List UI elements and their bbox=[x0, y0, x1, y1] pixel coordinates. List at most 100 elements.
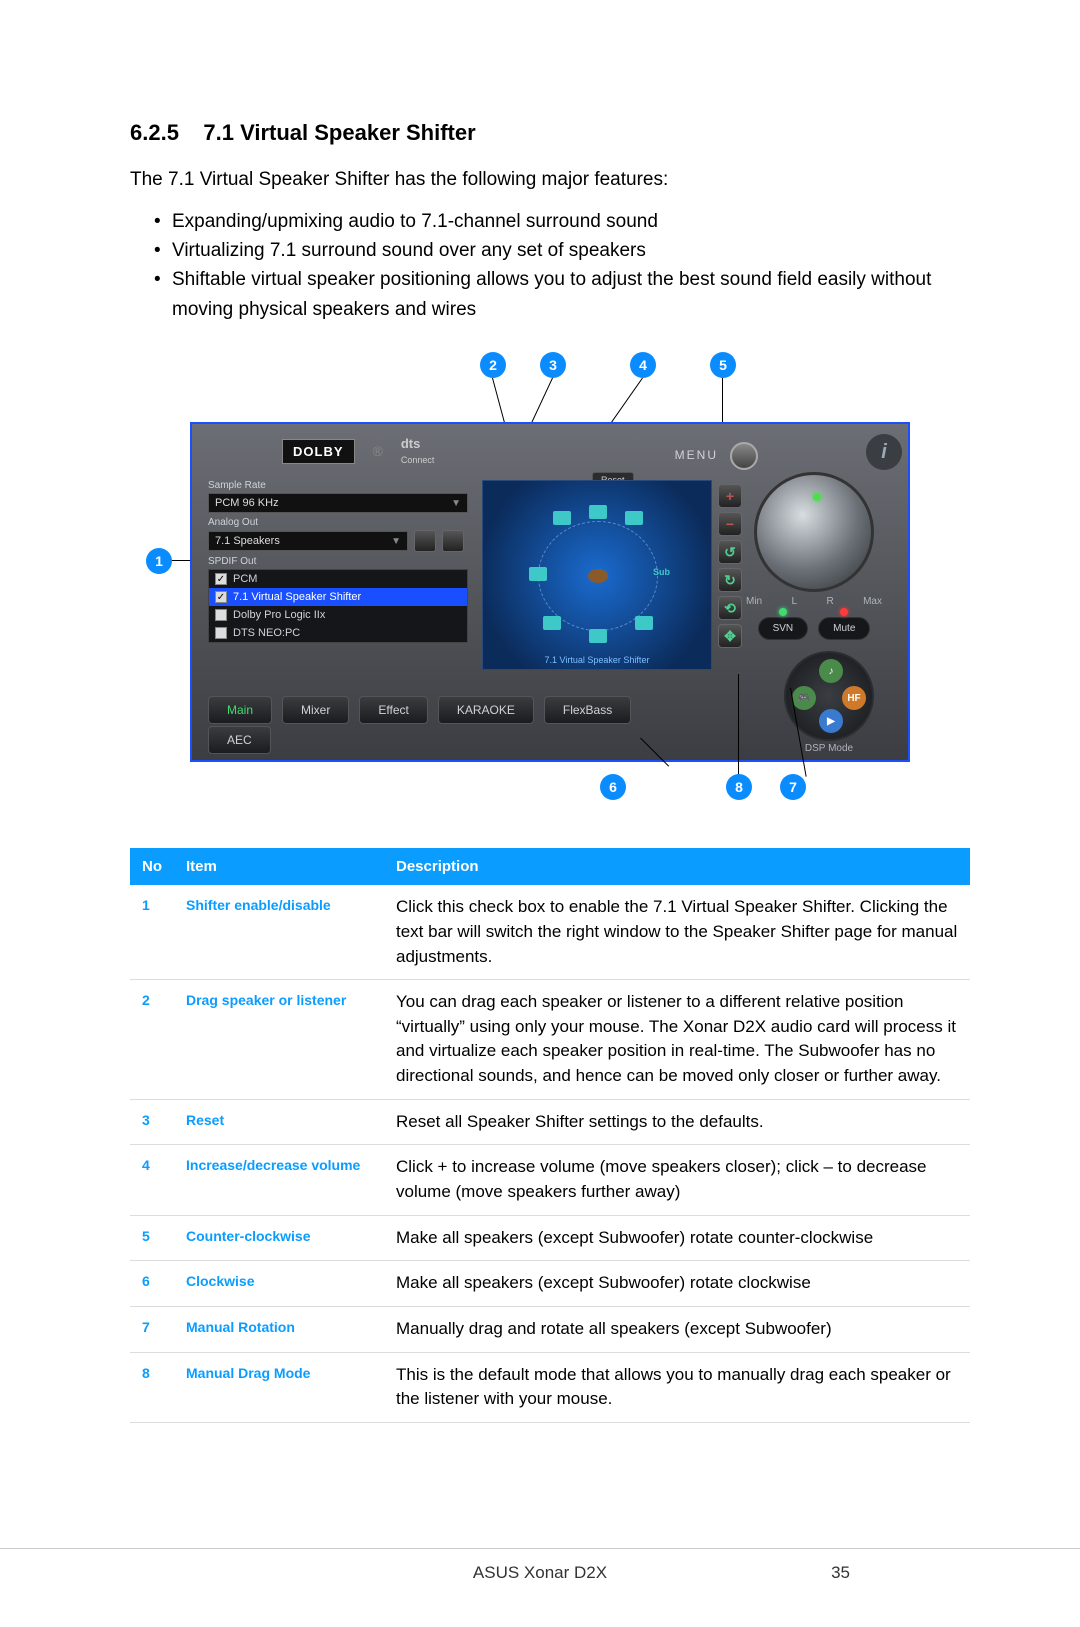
feature-list: Expanding/upmixing audio to 7.1-channel … bbox=[130, 207, 970, 325]
feature-item: Shiftable virtual speaker positioning al… bbox=[154, 265, 970, 324]
speaker-icon[interactable] bbox=[625, 511, 643, 525]
knob-max: Max bbox=[863, 596, 882, 607]
spdif-item-shifter[interactable]: ✓7.1 Virtual Speaker Shifter bbox=[209, 588, 467, 606]
section-heading: 6.2.5 7.1 Virtual Speaker Shifter bbox=[130, 120, 970, 146]
table-row: 5Counter-clockwiseMake all speakers (exc… bbox=[130, 1215, 970, 1261]
speaker-icon[interactable] bbox=[553, 511, 571, 525]
cell-desc: Reset all Speaker Shifter settings to th… bbox=[384, 1099, 970, 1145]
cell-desc: You can drag each speaker or listener to… bbox=[384, 980, 970, 1100]
cell-item: Manual Rotation bbox=[174, 1306, 384, 1352]
dsp-icon[interactable]: 🎮 bbox=[792, 686, 816, 710]
tab-karaoke[interactable]: KARAOKE bbox=[438, 696, 534, 724]
analog-out-label: Analog Out bbox=[208, 517, 468, 528]
cell-item: Clockwise bbox=[174, 1261, 384, 1307]
speaker-icon[interactable] bbox=[589, 505, 607, 519]
callout-3: 3 bbox=[540, 352, 566, 378]
speaker-icon[interactable] bbox=[635, 616, 653, 630]
cell-item: Manual Drag Mode bbox=[174, 1352, 384, 1422]
cell-desc: This is the default mode that allows you… bbox=[384, 1352, 970, 1422]
speaker-icon[interactable] bbox=[529, 567, 547, 581]
spdif-item-pcm[interactable]: ✓PCM bbox=[209, 570, 467, 588]
sub-label[interactable]: Sub bbox=[653, 567, 670, 577]
callout-1: 1 bbox=[146, 548, 172, 574]
callout-2: 2 bbox=[480, 352, 506, 378]
cell-desc: Click + to increase volume (move speaker… bbox=[384, 1145, 970, 1215]
cell-no: 6 bbox=[130, 1261, 174, 1307]
cell-item: Drag speaker or listener bbox=[174, 980, 384, 1100]
menu-label: MENU bbox=[675, 448, 718, 462]
svn-button[interactable]: SVN bbox=[758, 617, 809, 640]
product-name: ASUS Xonar D2X bbox=[473, 1563, 607, 1583]
tab-effect[interactable]: Effect bbox=[359, 696, 427, 724]
cell-no: 2 bbox=[130, 980, 174, 1100]
dsp-mode-label: DSP Mode bbox=[764, 743, 894, 754]
table-row: 8Manual Drag ModeThis is the default mod… bbox=[130, 1352, 970, 1422]
cell-no: 8 bbox=[130, 1352, 174, 1422]
sample-rate-label: Sample Rate bbox=[208, 480, 468, 491]
cell-no: 7 bbox=[130, 1306, 174, 1352]
cell-item: Counter-clockwise bbox=[174, 1215, 384, 1261]
col-desc: Description bbox=[384, 848, 970, 885]
knob-l: L bbox=[792, 596, 798, 607]
speaker-visualizer[interactable]: Sub 7.1 Virtual Speaker Shifter bbox=[482, 480, 712, 670]
tab-main[interactable]: Main bbox=[208, 696, 272, 724]
cell-no: 1 bbox=[130, 885, 174, 979]
table-row: 2Drag speaker or listenerYou can drag ea… bbox=[130, 980, 970, 1100]
col-no: No bbox=[130, 848, 174, 885]
tab-aec[interactable]: AEC bbox=[208, 726, 271, 754]
page-number: 35 bbox=[831, 1563, 850, 1583]
cell-desc: Make all speakers (except Subwoofer) rot… bbox=[384, 1261, 970, 1307]
spdif-out-label: SPDIF Out bbox=[208, 556, 468, 567]
app-screenshot: DOLBY ® dts Connect MENU i Sample Rate P… bbox=[190, 422, 910, 762]
dts-logo: dts Connect bbox=[401, 436, 435, 466]
dsp-icon[interactable]: ▶ bbox=[819, 709, 843, 733]
intro-text: The 7.1 Virtual Speaker Shifter has the … bbox=[130, 166, 970, 195]
annotated-screenshot: 2 3 4 5 1 DOLBY ® dts Connect MENU i bbox=[190, 352, 910, 808]
callout-4: 4 bbox=[630, 352, 656, 378]
feature-item: Virtualizing 7.1 surround sound over any… bbox=[154, 236, 970, 265]
feature-item: Expanding/upmixing audio to 7.1-channel … bbox=[154, 207, 970, 236]
info-icon[interactable]: i bbox=[866, 434, 902, 470]
callout-5: 5 bbox=[710, 352, 736, 378]
mute-button[interactable]: Mute bbox=[818, 617, 870, 640]
cell-desc: Click this check box to enable the 7.1 V… bbox=[384, 885, 970, 979]
sample-rate-select[interactable]: PCM 96 KHz▼ bbox=[208, 493, 468, 513]
table-row: 1Shifter enable/disableClick this check … bbox=[130, 885, 970, 979]
table-row: 7Manual RotationManually drag and rotate… bbox=[130, 1306, 970, 1352]
table-row: 6ClockwiseMake all speakers (except Subw… bbox=[130, 1261, 970, 1307]
page-footer: ASUS Xonar D2X 35 bbox=[0, 1548, 1080, 1583]
spdif-list: ✓PCM ✓7.1 Virtual Speaker Shifter Dolby … bbox=[208, 569, 468, 643]
section-title: 7.1 Virtual Speaker Shifter bbox=[203, 120, 475, 145]
callout-6: 6 bbox=[600, 774, 626, 800]
analog-out-select[interactable]: 7.1 Speakers▼ bbox=[208, 531, 408, 551]
dolby-logo: DOLBY bbox=[282, 439, 355, 464]
table-row: 3ResetReset all Speaker Shifter settings… bbox=[130, 1099, 970, 1145]
speaker-icon[interactable] bbox=[414, 530, 436, 552]
headphone-icon[interactable] bbox=[442, 530, 464, 552]
knob-min: Min bbox=[746, 596, 762, 607]
spdif-item-dolby[interactable]: Dolby Pro Logic IIx bbox=[209, 606, 467, 624]
cell-desc: Make all speakers (except Subwoofer) rot… bbox=[384, 1215, 970, 1261]
dsp-hf-icon[interactable]: HF bbox=[842, 686, 866, 710]
tab-mixer[interactable]: Mixer bbox=[282, 696, 349, 724]
dsp-icon[interactable]: ♪ bbox=[819, 659, 843, 683]
cell-item: Increase/decrease volume bbox=[174, 1145, 384, 1215]
menu-button[interactable] bbox=[730, 442, 758, 470]
section-number: 6.2.5 bbox=[130, 120, 179, 145]
col-item: Item bbox=[174, 848, 384, 885]
callout-7: 7 bbox=[780, 774, 806, 800]
cell-no: 3 bbox=[130, 1099, 174, 1145]
viz-title: 7.1 Virtual Speaker Shifter bbox=[483, 655, 711, 665]
cell-item: Shifter enable/disable bbox=[174, 885, 384, 979]
callout-8: 8 bbox=[726, 774, 752, 800]
description-table: No Item Description 1Shifter enable/disa… bbox=[130, 848, 970, 1423]
table-row: 4Increase/decrease volumeClick + to incr… bbox=[130, 1145, 970, 1215]
cell-item: Reset bbox=[174, 1099, 384, 1145]
speaker-icon[interactable] bbox=[589, 629, 607, 643]
speaker-icon[interactable] bbox=[543, 616, 561, 630]
volume-knob[interactable] bbox=[754, 472, 874, 592]
knob-r: R bbox=[826, 596, 833, 607]
spdif-item-dts[interactable]: DTS NEO:PC bbox=[209, 624, 467, 642]
cell-no: 4 bbox=[130, 1145, 174, 1215]
tab-flexbass[interactable]: FlexBass bbox=[544, 696, 631, 724]
